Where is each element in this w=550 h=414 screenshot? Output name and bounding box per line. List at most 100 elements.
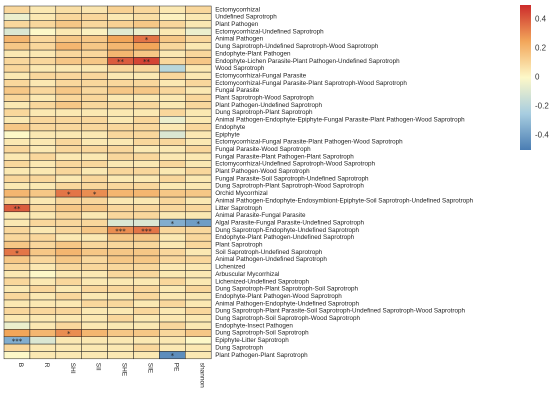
heatmap-cell — [185, 277, 212, 286]
heatmap-cell — [29, 255, 57, 264]
heatmap-cell — [185, 145, 212, 154]
heatmap-cell — [55, 145, 82, 154]
row-label: Soil Saprotroph-Undefined Saprotroph — [215, 249, 323, 256]
heatmap-cell — [3, 64, 31, 73]
heatmap-cell — [55, 152, 82, 161]
heatmap-cell — [185, 123, 212, 132]
heatmap-cell — [29, 182, 57, 190]
heatmap-cell — [133, 116, 160, 124]
heatmap-cell — [29, 35, 57, 44]
heatmap-cell — [55, 35, 82, 44]
row-label: Fungal Parasite-Soil Saprotroph-Undefine… — [215, 175, 369, 182]
heatmap-cell — [159, 64, 186, 73]
row-label: Ectomycorrhizal-Fungal Parasite-Plant Pa… — [215, 139, 403, 146]
heatmap-cell — [107, 211, 134, 220]
heatmap-cell — [185, 71, 212, 80]
heatmap-cell — [159, 329, 186, 337]
heatmap-cell — [3, 138, 31, 146]
heatmap-cell — [159, 49, 186, 58]
heatmap-cell — [133, 321, 160, 330]
heatmap-cell — [107, 71, 134, 80]
heatmap-cell — [185, 138, 212, 146]
heatmap-cell — [55, 160, 82, 168]
heatmap-cell — [185, 292, 212, 301]
heatmap-cell — [107, 277, 134, 286]
heatmap-cell — [55, 27, 82, 36]
heatmap-cell — [29, 138, 57, 146]
colorbar-tick-label: 0 — [535, 73, 540, 82]
heatmap-cell — [29, 152, 57, 161]
heatmap-cell — [29, 204, 57, 213]
row-label: Litter Saprotroph — [215, 205, 262, 212]
heatmap-cell — [55, 108, 82, 117]
heatmap-cell — [133, 189, 160, 198]
row-label: Epiphyte — [215, 131, 240, 138]
heatmap-cell — [159, 5, 186, 14]
heatmap-cell — [29, 116, 57, 124]
heatmap-cell — [3, 292, 31, 301]
heatmap-cell — [133, 93, 160, 102]
heatmap-cell — [107, 13, 134, 21]
significance-mark: *** — [115, 227, 126, 235]
heatmap-cell — [133, 204, 160, 213]
row-label: Plant Pathogen — [215, 21, 259, 28]
heatmap-cell — [81, 49, 108, 58]
row-label: Endophyte-Plant Pathogen — [215, 50, 291, 57]
heatmap-cell — [159, 35, 186, 44]
heatmap-cell — [185, 101, 212, 110]
heatmap-cell — [55, 351, 82, 360]
heatmap-cell — [55, 116, 82, 124]
heatmap-cell — [55, 101, 82, 110]
heatmap-cell — [185, 57, 212, 66]
heatmap-cell — [159, 116, 186, 124]
heatmap-cell — [29, 226, 57, 235]
heatmap-cell — [159, 27, 186, 36]
heatmap-cell — [29, 329, 57, 337]
row-label: Dung Saprotroph-Soil Saprotroph-Wood Sap… — [215, 315, 360, 322]
row-label: Fungal Parasite — [215, 87, 260, 94]
heatmap-cell — [81, 79, 108, 88]
heatmap-cell — [185, 263, 212, 271]
heatmap-cell — [55, 299, 82, 308]
heatmap-cell — [133, 299, 160, 308]
heatmap-cell — [185, 174, 212, 183]
heatmap-cell — [133, 138, 160, 146]
heatmap-cell — [81, 248, 108, 257]
heatmap-cell — [55, 211, 82, 220]
heatmap-cell — [133, 145, 160, 154]
heatmap-cell — [159, 292, 186, 301]
significance-mark: * — [67, 191, 71, 199]
heatmap-cell — [81, 42, 108, 51]
heatmap-cell — [55, 292, 82, 301]
heatmap-cell — [185, 285, 212, 293]
row-label: Undefined Saprotroph — [215, 14, 277, 21]
row-label: Algal Parasite-Fungal Parasite-Undefined… — [215, 219, 364, 226]
heatmap-cell — [29, 42, 57, 51]
row-label: Dung Saprotroph-Plant Saprotroph-Soil Sa… — [215, 286, 358, 293]
heatmap-cell — [185, 152, 212, 161]
column-label: R — [43, 363, 50, 368]
heatmap-cell — [55, 218, 82, 227]
heatmap-cell — [185, 49, 212, 58]
heatmap-cell — [3, 196, 31, 205]
row-label: Endophyte-Insect Pathogen — [215, 322, 293, 329]
heatmap-cell — [107, 108, 134, 117]
heatmap-cell — [81, 321, 108, 330]
row-label: Dung Saprotroph-Plant Parasite-Soil Sapr… — [215, 308, 465, 315]
heatmap-cell — [29, 20, 57, 29]
heatmap-cell — [29, 321, 57, 330]
heatmap-cell — [55, 255, 82, 264]
heatmap-cell — [81, 182, 108, 190]
heatmap-cell — [133, 277, 160, 286]
heatmap-cell — [3, 226, 31, 235]
row-label: Endophyte-Lichen Parasite-Plant Pathogen… — [215, 58, 400, 65]
colorbar-gradient — [520, 5, 531, 150]
heatmap-cell — [107, 167, 134, 176]
heatmap-cell — [185, 270, 212, 279]
significance-mark: * — [145, 36, 149, 44]
heatmap-cell — [107, 270, 134, 279]
heatmap-cell — [29, 211, 57, 220]
heatmap-cell — [159, 240, 186, 249]
heatmap-cell — [185, 299, 212, 308]
